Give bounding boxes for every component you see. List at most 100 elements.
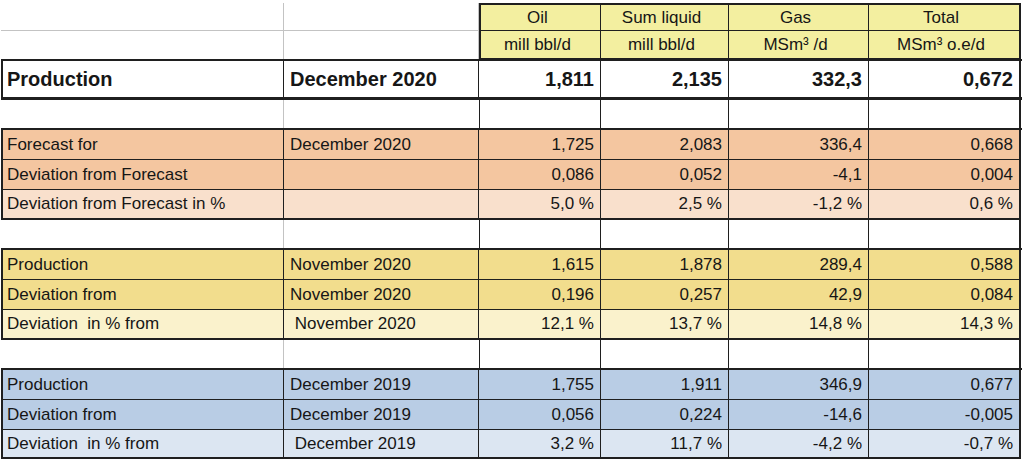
empty-cell <box>284 220 479 248</box>
empty-cell <box>284 3 479 31</box>
value-gas: -14,6 <box>729 400 869 430</box>
column-header-row: Oil Sum liquid Gas Total <box>1 3 1022 31</box>
row-label: Deviation from Forecast in % <box>1 190 284 220</box>
row-label: Production <box>1 250 284 280</box>
empty-cell <box>1 340 284 368</box>
value-oil: 1,755 <box>479 370 601 400</box>
value-gas: -1,2 % <box>729 190 869 220</box>
value-sum-liquid: 1,911 <box>601 370 729 400</box>
value-sum-liquid: 0,224 <box>601 400 729 430</box>
value-gas: 289,4 <box>729 250 869 280</box>
prev_month-row: Deviation in % from November 202012,1 %1… <box>1 310 1022 340</box>
row-label: Deviation from <box>1 400 284 430</box>
unit-total: MSm³ o.e/d <box>869 31 1021 59</box>
value-oil: 5,0 % <box>479 190 601 220</box>
value-total: 0,668 <box>869 130 1021 160</box>
column-header-oil: Oil <box>479 3 601 31</box>
column-header-gas: Gas <box>729 3 869 31</box>
row-month: November 2020 <box>284 310 479 340</box>
value-sum-liquid: 13,7 % <box>601 310 729 340</box>
column-header-sum-liquid: Sum liquid <box>601 3 729 31</box>
table-body: ProductionDecember 20201,8112,135332,30,… <box>1 59 1022 459</box>
value-sum-liquid: 2,083 <box>601 130 729 160</box>
row-month: December 2019 <box>284 370 479 400</box>
row-month <box>284 160 479 190</box>
value-total: -0,005 <box>869 400 1021 430</box>
row-label: Deviation from <box>1 280 284 310</box>
value-gas: -4,2 % <box>729 430 869 459</box>
value-gas: 14,8 % <box>729 310 869 340</box>
row-label: Deviation in % from <box>1 310 284 340</box>
forecast-row: Forecast forDecember 20201,7252,083336,4… <box>1 128 1022 160</box>
forecast-row: Deviation from Forecast0,0860,052-4,10,0… <box>1 160 1022 190</box>
value-oil: 0,056 <box>479 400 601 430</box>
unit-oil: mill bbl/d <box>479 31 601 59</box>
empty-cell <box>729 340 869 368</box>
value-sum-liquid: 11,7 % <box>601 430 729 459</box>
value-total: 0,672 <box>869 61 1021 97</box>
value-sum-liquid: 1,878 <box>601 250 729 280</box>
unit-header-row: mill bbl/d mill bbl/d MSm³ /d MSm³ o.e/d <box>1 31 1022 59</box>
value-oil: 1,615 <box>479 250 601 280</box>
value-oil: 0,086 <box>479 160 601 190</box>
value-gas: 332,3 <box>729 61 869 97</box>
value-total: 0,084 <box>869 280 1021 310</box>
value-sum-liquid: 2,135 <box>601 61 729 97</box>
value-gas: -4,1 <box>729 160 869 190</box>
empty-cell <box>601 340 729 368</box>
empty-cell <box>1 31 284 59</box>
empty-cell <box>479 100 601 128</box>
empty-cell <box>869 220 1021 248</box>
row-month: November 2020 <box>284 280 479 310</box>
column-header-total: Total <box>869 3 1021 31</box>
value-total: 0,004 <box>869 160 1021 190</box>
value-gas: 42,9 <box>729 280 869 310</box>
row-label: Forecast for <box>1 130 284 160</box>
empty-cell <box>729 100 869 128</box>
forecast-row: Deviation from Forecast in %5,0 %2,5 %-1… <box>1 190 1022 220</box>
prev_year-row: Deviation in % from December 20193,2 %11… <box>1 430 1022 459</box>
row-month: December 2019 <box>284 430 479 459</box>
spacer-row <box>1 220 1022 248</box>
row-label: Production <box>1 370 284 400</box>
empty-cell <box>729 220 869 248</box>
empty-cell <box>1 100 284 128</box>
row-label: Production <box>1 61 284 97</box>
empty-cell <box>479 220 601 248</box>
prev_year-row: Deviation fromDecember 20190,0560,224-14… <box>1 400 1022 430</box>
row-month: December 2020 <box>284 61 479 97</box>
value-total: 0,588 <box>869 250 1021 280</box>
value-oil: 0,196 <box>479 280 601 310</box>
value-oil: 1,811 <box>479 61 601 97</box>
row-month: December 2020 <box>284 130 479 160</box>
empty-cell <box>601 220 729 248</box>
empty-cell <box>1 3 284 31</box>
row-month <box>284 190 479 220</box>
empty-cell <box>284 100 479 128</box>
row-label: Deviation from Forecast <box>1 160 284 190</box>
value-oil: 1,725 <box>479 130 601 160</box>
unit-sum-liquid: mill bbl/d <box>601 31 729 59</box>
empty-cell <box>869 340 1021 368</box>
value-oil: 12,1 % <box>479 310 601 340</box>
spacer-row <box>1 340 1022 368</box>
value-total: 0,6 % <box>869 190 1021 220</box>
value-sum-liquid: 0,257 <box>601 280 729 310</box>
row-label: Deviation in % from <box>1 430 284 459</box>
production-summary-row: ProductionDecember 20201,8112,135332,30,… <box>1 59 1022 100</box>
production-table: Oil Sum liquid Gas Total mill bbl/d mill… <box>1 3 1022 459</box>
prev_year-row: ProductionDecember 20191,7551,911346,90,… <box>1 368 1022 400</box>
value-gas: 336,4 <box>729 130 869 160</box>
value-total: 0,677 <box>869 370 1021 400</box>
empty-cell <box>601 100 729 128</box>
prev_month-row: ProductionNovember 20201,6151,878289,40,… <box>1 248 1022 280</box>
row-month: December 2019 <box>284 400 479 430</box>
value-oil: 3,2 % <box>479 430 601 459</box>
value-total: 14,3 % <box>869 310 1021 340</box>
prev_month-row: Deviation fromNovember 20200,1960,25742,… <box>1 280 1022 310</box>
empty-cell <box>869 100 1021 128</box>
spacer-row <box>1 100 1022 128</box>
spreadsheet: Oil Sum liquid Gas Total mill bbl/d mill… <box>0 0 1024 459</box>
value-gas: 346,9 <box>729 370 869 400</box>
empty-cell <box>284 340 479 368</box>
